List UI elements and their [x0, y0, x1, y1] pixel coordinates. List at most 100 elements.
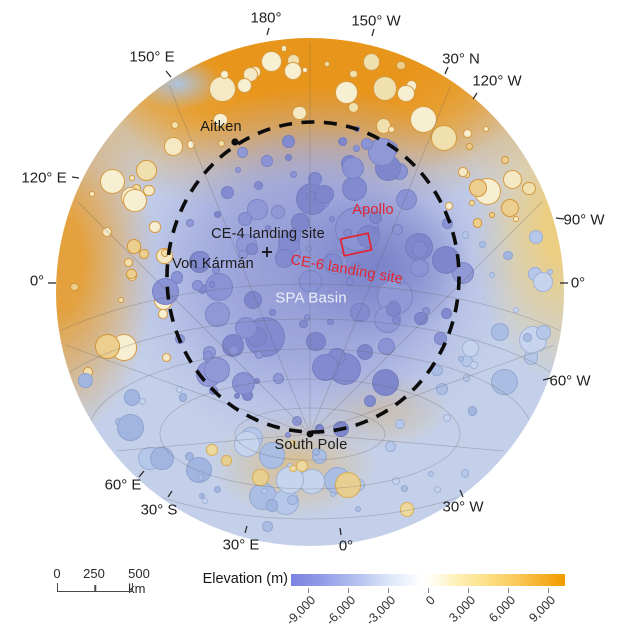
crater	[512, 216, 519, 223]
apollo-label: Apollo	[352, 202, 394, 218]
crater	[465, 143, 473, 151]
crater	[150, 446, 174, 471]
crater	[136, 160, 157, 181]
crater	[233, 430, 261, 458]
crater	[287, 495, 298, 506]
crater	[528, 229, 543, 244]
crater	[491, 368, 518, 396]
colorbar-tick-label: -9,000	[282, 593, 318, 628]
crater	[139, 397, 147, 405]
scale-bar-label-250: 250	[83, 566, 105, 581]
colorbar-tick-label: -3,000	[362, 593, 398, 628]
colorbar-tick-label: 3,000	[445, 593, 478, 626]
coord-label-120E: 120° E	[21, 169, 67, 187]
crater	[372, 76, 398, 101]
coord-label-150W: 150° W	[351, 12, 401, 30]
crater	[221, 454, 232, 466]
spa-basin-label: SPA Basin	[275, 289, 347, 307]
crater	[301, 66, 308, 73]
coord-label-0: 0°	[570, 274, 586, 292]
crater	[490, 322, 510, 341]
crater	[460, 469, 469, 478]
crater	[101, 226, 112, 237]
crater	[143, 185, 155, 197]
crater	[523, 333, 532, 343]
south-pole-label: South Pole	[274, 437, 348, 453]
crater	[149, 221, 161, 233]
crater	[123, 189, 147, 213]
crater	[70, 282, 80, 292]
crater	[265, 499, 279, 512]
crater	[347, 101, 359, 114]
colorbar-tick	[388, 588, 390, 593]
colorbar-tick	[508, 588, 510, 593]
coord-label-120W: 120° W	[472, 72, 522, 90]
coord-label-90W: 90° W	[563, 211, 605, 229]
crater	[213, 485, 222, 493]
crater	[401, 484, 408, 492]
colorbar-tick-label: 6,000	[485, 593, 518, 626]
crater	[397, 84, 415, 103]
colorbar-gradient	[291, 574, 565, 586]
crater	[126, 268, 137, 280]
crater	[88, 190, 95, 197]
colorbar-tick	[348, 588, 350, 593]
crater	[472, 218, 482, 228]
crater	[385, 441, 397, 452]
crater	[78, 373, 94, 389]
colorbar-tick-label: 9,000	[525, 593, 558, 626]
crater	[354, 505, 362, 513]
crater	[126, 239, 142, 254]
crater	[349, 69, 358, 79]
colorbar-tick-label: 0	[423, 593, 438, 608]
coord-label-30N: 30° N	[442, 50, 480, 68]
coord-label-180: 180°	[250, 9, 282, 27]
colorbar-tick-label: -6,000	[322, 593, 358, 628]
crater	[468, 179, 487, 198]
crater	[290, 440, 297, 447]
scale-bar-bracket	[57, 583, 133, 592]
coord-label-60E: 60° E	[104, 476, 142, 494]
crater	[206, 444, 218, 456]
crater	[249, 482, 278, 511]
coord-label-30W: 30° W	[442, 498, 484, 516]
crater	[220, 69, 230, 79]
crater	[128, 174, 135, 181]
colorbar-tick	[548, 588, 550, 593]
crater	[335, 472, 362, 499]
coord-label-30S: 30° S	[140, 501, 178, 519]
crater	[468, 200, 476, 207]
crater	[261, 488, 268, 495]
crater	[284, 61, 303, 81]
ce4-landing-site-label: CE-4 landing site	[211, 226, 325, 242]
crater	[335, 81, 359, 105]
crater	[396, 60, 406, 71]
coord-label-0: 0°	[29, 272, 45, 290]
crater	[503, 250, 513, 260]
crater	[462, 373, 471, 382]
coord-label-60W: 60° W	[549, 372, 591, 390]
crater	[311, 447, 320, 456]
crater	[533, 271, 554, 293]
crater	[500, 199, 519, 218]
crater	[399, 501, 415, 517]
crater	[522, 181, 536, 196]
crater	[391, 476, 400, 485]
crater	[489, 211, 496, 218]
crater	[513, 307, 520, 314]
crater	[462, 340, 480, 357]
crater	[261, 51, 283, 73]
crater	[139, 249, 149, 259]
colorbar-tick	[468, 588, 470, 593]
crater	[237, 78, 253, 94]
crater	[261, 520, 273, 532]
crater	[488, 271, 495, 278]
crater	[467, 406, 478, 416]
crater	[428, 470, 435, 477]
crater	[209, 75, 236, 102]
crater	[479, 241, 487, 249]
colorbar-tick	[428, 588, 430, 593]
coord-label-30E: 30° E	[222, 536, 260, 554]
crater	[258, 442, 285, 469]
